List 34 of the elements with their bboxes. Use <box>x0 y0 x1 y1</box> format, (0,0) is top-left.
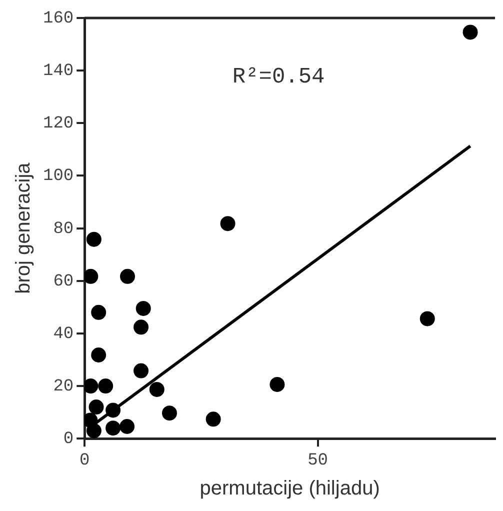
x-axis-title: permutacije (hiljadu) <box>200 478 380 500</box>
y-tick-label: 20 <box>53 378 74 397</box>
y-tick-label: 100 <box>42 167 74 186</box>
point <box>106 402 121 418</box>
point <box>162 406 177 421</box>
point <box>136 300 151 316</box>
y-tick-label: 120 <box>42 114 74 134</box>
point <box>106 420 121 436</box>
y-tick-label: 40 <box>53 324 74 344</box>
point <box>206 412 221 427</box>
point <box>120 268 136 284</box>
annotation: R²=0.54 <box>232 64 325 90</box>
point <box>98 378 114 394</box>
point <box>91 304 106 320</box>
x-tick-label: 50 <box>308 451 328 470</box>
point <box>91 348 106 363</box>
point <box>270 376 285 392</box>
y-tick-label: 140 <box>42 62 74 82</box>
point <box>88 400 104 415</box>
point <box>120 419 135 434</box>
point <box>149 382 164 397</box>
y-tick-label: 0 <box>63 430 74 450</box>
y-axis-title: broj generacija <box>12 162 35 294</box>
point <box>84 268 98 284</box>
point <box>420 311 435 326</box>
point <box>220 216 236 232</box>
point <box>134 320 149 335</box>
point <box>84 378 98 394</box>
point <box>134 363 149 378</box>
point <box>462 24 478 40</box>
y-tick-label: 80 <box>53 220 74 239</box>
point <box>86 232 102 247</box>
y-tick-label: 60 <box>53 272 74 292</box>
y-tick-label: 160 <box>42 10 74 28</box>
